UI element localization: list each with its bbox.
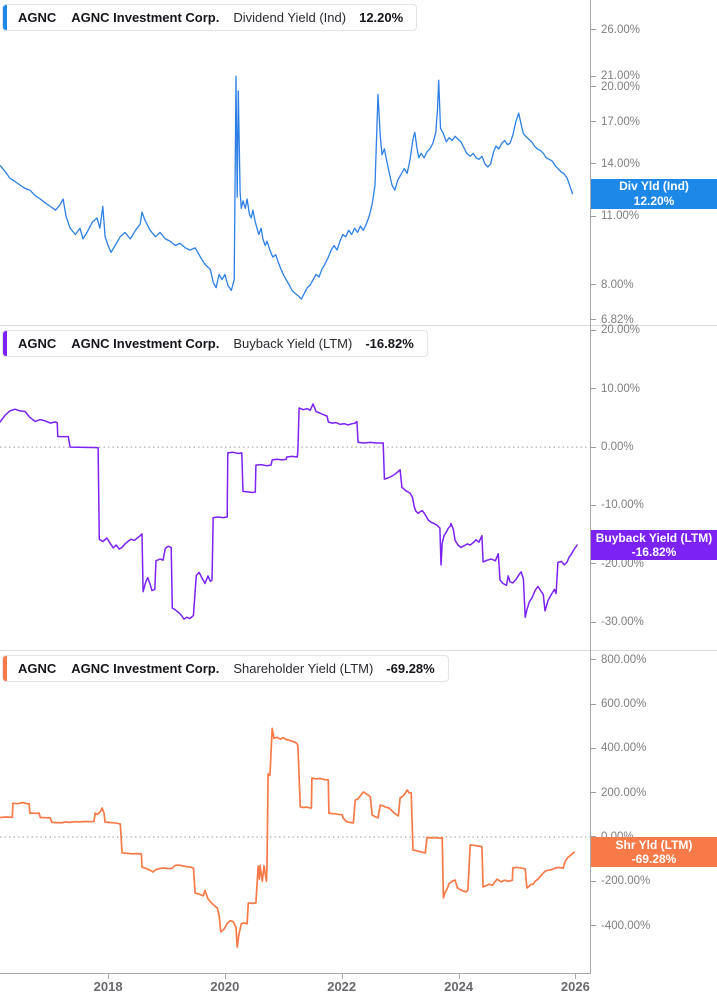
ticker-label: AGNC: [18, 336, 57, 351]
x-axis-tick-mark: [341, 974, 343, 979]
tick-mark: [591, 836, 596, 838]
buyback-yield-plot[interactable]: [0, 325, 590, 650]
y-axis-tick-label: 14.00%: [591, 158, 640, 170]
tick-mark: [591, 504, 596, 506]
x-axis-tick-label: 2018: [93, 979, 123, 994]
x-axis-tick-mark: [224, 974, 226, 979]
tick-mark: [591, 388, 596, 390]
tick-mark: [591, 563, 596, 565]
tick-mark: [591, 329, 596, 331]
dividend-yield-plot[interactable]: [0, 0, 590, 325]
badge-series-label: Buyback Yield (LTM): [595, 530, 713, 545]
tick-mark: [591, 121, 596, 123]
y-axis-tick-label: 600.00%: [591, 698, 646, 710]
y-axis-tick-label: 10.00%: [591, 383, 640, 395]
series-line: [0, 727, 576, 948]
series-line: [0, 403, 578, 620]
tick-mark: [591, 319, 596, 321]
metric-value-label: -69.28%: [386, 661, 435, 676]
tick-mark: [591, 659, 596, 661]
last-value-badge: Div Yld (Ind) 12.20%: [591, 178, 717, 209]
shareholder-yield-panel: AGNC AGNC Investment Corp. Shareholder Y…: [0, 650, 590, 973]
y-axis-column: 26.00% 21.00% 20.00% 17.00% 14.00% 11.00% 8.00…: [590, 0, 717, 973]
y-axis-tick-label: 200.00%: [591, 787, 646, 799]
y-axis-tick-label: -10.00%: [591, 499, 644, 511]
badge-series-label: Shr Yld (LTM): [615, 837, 693, 852]
last-value-badge: Buyback Yield (LTM) -16.82%: [591, 530, 717, 561]
y-axis-tick-label: -30.00%: [591, 616, 644, 628]
shareholder-yield-plot[interactable]: [0, 650, 590, 973]
ticker-label: AGNC: [18, 661, 57, 676]
metric-name-label: Dividend Yield (Ind): [233, 10, 347, 25]
series-color-bar: [3, 331, 7, 356]
tick-mark: [591, 215, 596, 217]
tick-mark: [591, 880, 596, 882]
metric-value-label: 12.20%: [359, 10, 404, 25]
y-axis-tick-label: 17.00%: [591, 116, 640, 128]
series-color-bar: [3, 656, 7, 681]
tick-mark: [591, 163, 596, 165]
badge-value-label: -69.28%: [631, 852, 677, 867]
x-axis-line: [0, 973, 591, 974]
tick-mark: [591, 621, 596, 623]
tick-mark: [591, 925, 596, 927]
x-axis-tick-label: 2022: [327, 979, 357, 994]
tick-mark: [591, 792, 596, 794]
dividend-yield-chip[interactable]: AGNC AGNC Investment Corp. Dividend Yiel…: [2, 4, 418, 31]
badge-series-label: Div Yld (Ind): [619, 179, 689, 194]
tick-mark: [591, 446, 596, 448]
metric-name-label: Buyback Yield (LTM): [233, 336, 353, 351]
tick-mark: [591, 86, 596, 88]
buyback-yield-chip[interactable]: AGNC AGNC Investment Corp. Buyback Yield…: [2, 330, 428, 357]
tick-mark: [591, 747, 596, 749]
badge-value-label: -16.82%: [631, 545, 677, 560]
metric-name-label: Shareholder Yield (LTM): [233, 661, 374, 676]
company-name-label: AGNC Investment Corp.: [71, 661, 220, 676]
series-color-bar: [3, 5, 7, 30]
x-axis-tick-label: 2020: [210, 979, 240, 994]
tick-mark: [591, 703, 596, 705]
metric-value-label: -16.82%: [365, 336, 414, 351]
y-axis-tick-label: 26.00%: [591, 24, 640, 36]
y-axis-tick-label: 11.00%: [591, 210, 639, 222]
series-line: [0, 75, 574, 300]
y-axis-tick-label: 20.00%: [591, 81, 640, 93]
x-axis-tick-label: 2026: [560, 979, 590, 994]
company-name-label: AGNC Investment Corp.: [71, 10, 220, 25]
x-axis-tick-mark: [108, 974, 110, 979]
tick-mark: [591, 75, 596, 77]
x-axis-tick-mark: [575, 974, 577, 979]
y-axis-tick-label: 400.00%: [591, 742, 646, 754]
shareholder-yield-chip[interactable]: AGNC AGNC Investment Corp. Shareholder Y…: [2, 655, 449, 682]
company-name-label: AGNC Investment Corp.: [71, 336, 220, 351]
y-axis-tick-label: 21.00%: [591, 70, 640, 82]
buyback-yield-panel: AGNC AGNC Investment Corp. Buyback Yield…: [0, 325, 590, 650]
last-value-badge: Shr Yld (LTM) -69.28%: [591, 837, 717, 868]
y-axis-tick-label: 0.00%: [591, 441, 634, 453]
y-axis-line: [590, 0, 591, 973]
badge-value-label: 12.20%: [633, 193, 675, 208]
y-axis-tick-label: 8.00%: [591, 279, 634, 291]
y-axis-tick-label: -20.00%: [591, 558, 644, 570]
y-axis-tick-label: 20.00%: [591, 324, 640, 336]
tick-mark: [591, 29, 596, 31]
panel-separator: [0, 650, 717, 651]
y-axis-tick-label: -200.00%: [591, 875, 650, 887]
y-axis-tick-label: 6.82%: [591, 314, 634, 326]
panel-separator: [0, 325, 717, 326]
x-axis-tick-label: 2024: [444, 979, 474, 994]
dividend-yield-panel: AGNC AGNC Investment Corp. Dividend Yiel…: [0, 0, 590, 325]
y-axis-tick-label: 800.00%: [591, 654, 646, 666]
x-axis-tick-mark: [458, 974, 460, 979]
ticker-label: AGNC: [18, 10, 57, 25]
y-axis-tick-label: -400.00%: [591, 920, 650, 932]
tick-mark: [591, 284, 596, 286]
